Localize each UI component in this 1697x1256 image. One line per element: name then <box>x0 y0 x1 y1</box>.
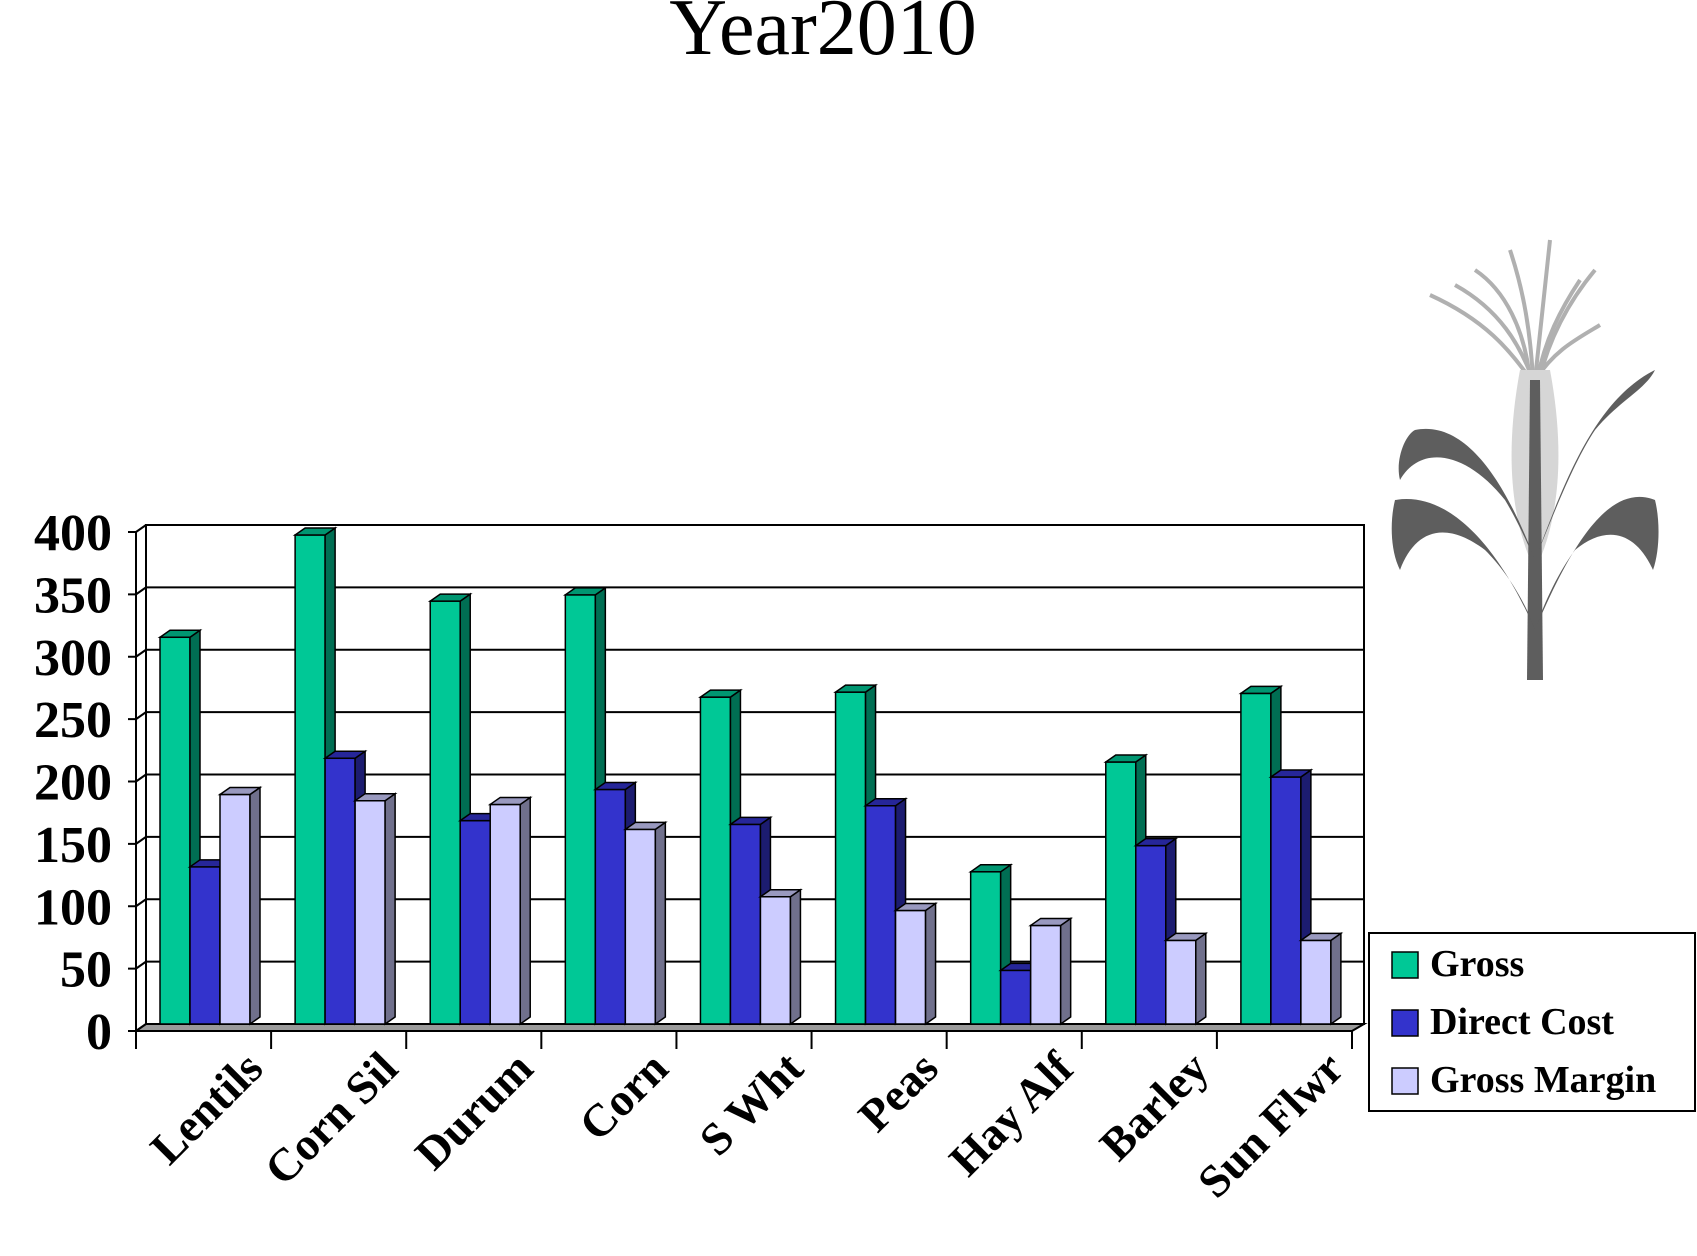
bar <box>352 792 398 1026</box>
corn-plant-icon <box>1391 239 1659 680</box>
legend-box <box>1368 932 1696 1112</box>
gridline-connector <box>135 898 147 908</box>
legend-item: Gross <box>1391 943 1524 985</box>
chart-floor <box>132 1023 1368 1032</box>
bar <box>1298 931 1344 1026</box>
bar <box>758 888 803 1026</box>
legend-label: Direct Cost <box>1430 1001 1614 1043</box>
y-tick-label: 250 <box>34 692 112 749</box>
x-category-label: S Wht <box>689 1042 813 1166</box>
bar <box>217 786 263 1026</box>
bar <box>1163 931 1209 1026</box>
gridline-connector <box>135 711 147 720</box>
x-category-label: Durum <box>405 1042 542 1179</box>
legend: Gross Direct Cost Gross Margin <box>1368 932 1696 1112</box>
x-category-label: Barley <box>1090 1042 1218 1170</box>
legend-swatch <box>1391 951 1419 979</box>
gridline-connector <box>135 524 147 533</box>
chart-title: Year2010 <box>669 0 976 72</box>
gridline-connector <box>135 586 147 596</box>
gridline-connector <box>135 773 147 783</box>
bar <box>998 961 1044 1026</box>
bar <box>893 902 938 1026</box>
x-category-label: Peas <box>848 1042 947 1141</box>
legend-item: Gross Margin <box>1391 1059 1656 1101</box>
corn-stalk <box>1527 380 1543 680</box>
legend-item: Direct Cost <box>1391 1001 1614 1043</box>
x-category-label: Hay Alf <box>939 1042 1083 1186</box>
gridline-connector <box>135 960 147 970</box>
y-tick-label: 350 <box>34 567 112 624</box>
bar <box>1028 917 1074 1026</box>
bar <box>487 795 533 1026</box>
gridline-connector <box>135 648 147 658</box>
bar <box>698 688 743 1026</box>
x-category-label: Corn Sil <box>255 1042 408 1195</box>
legend-swatch <box>1391 1067 1419 1095</box>
y-tick-label: 200 <box>34 755 112 812</box>
y-tick-label: 50 <box>60 942 112 999</box>
y-tick-label: 0 <box>86 1004 112 1061</box>
x-category-label: Sun Flwr <box>1188 1042 1353 1207</box>
gridline-connector <box>135 836 147 845</box>
chart-bars <box>157 526 1344 1026</box>
y-tick-label: 100 <box>34 879 112 936</box>
y-tick-label: 400 <box>34 505 112 562</box>
bar <box>427 592 473 1026</box>
y-tick-label: 300 <box>34 630 112 687</box>
x-category-label: Corn <box>569 1042 677 1150</box>
chart-axes <box>128 531 1353 1049</box>
legend-label: Gross Margin <box>1430 1059 1656 1101</box>
bar <box>622 820 668 1026</box>
y-tick-label: 150 <box>34 817 112 874</box>
x-category-label: Lentils <box>140 1042 272 1174</box>
legend-swatch <box>1391 1009 1419 1037</box>
floor-plane <box>132 1023 1368 1032</box>
legend-label: Gross <box>1430 943 1524 985</box>
